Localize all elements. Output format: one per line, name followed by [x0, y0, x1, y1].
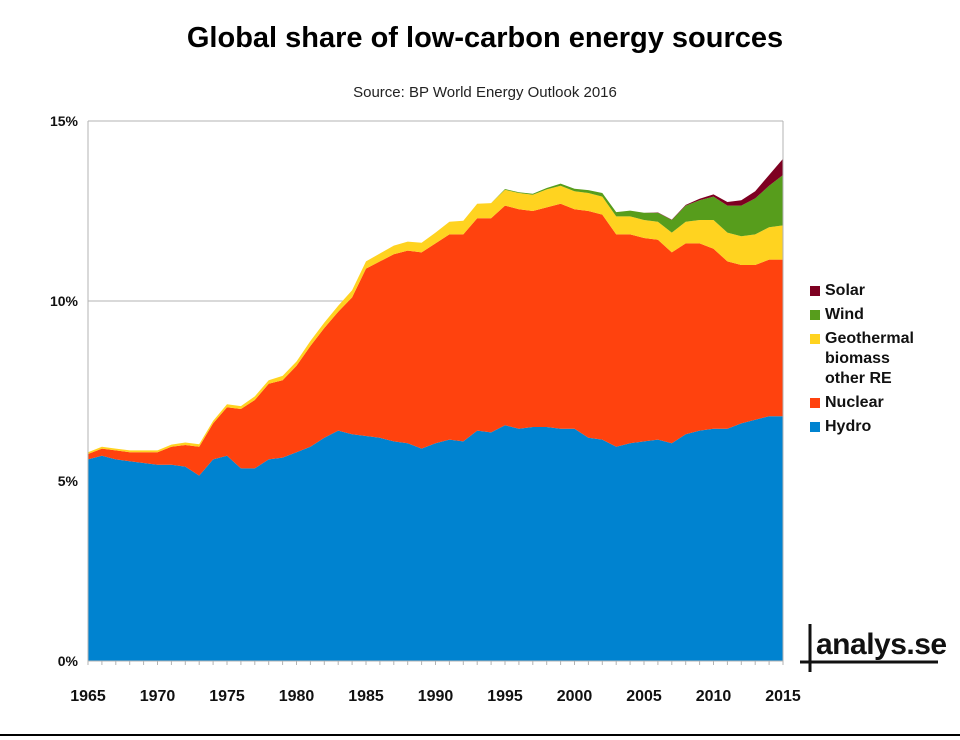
y-tick-label: 0% — [58, 653, 79, 669]
x-tick-labels: 1965 1970 1975 1980 1985 1990 1995 2000 2005 2010… — [70, 688, 801, 705]
legend-label: Geothermal biomass other RE — [825, 330, 914, 387]
legend-item-hydro: Hydro — [810, 417, 914, 437]
y-tick-labels: 0% 5% 10% 15% — [50, 113, 79, 669]
y-tick-label: 10% — [50, 293, 79, 309]
x-tick-label: 1995 — [487, 688, 523, 705]
legend-label: Nuclear — [825, 394, 884, 411]
area-nuclear — [88, 203, 783, 476]
x-tick-label: 1965 — [70, 688, 106, 705]
analys-logo-text: analys.se — [816, 628, 947, 661]
x-tick-label: 1970 — [140, 688, 176, 705]
y-tick-label: 15% — [50, 113, 79, 129]
x-tick-label: 2015 — [765, 688, 801, 705]
legend-swatch — [810, 286, 820, 296]
legend-swatch — [810, 310, 820, 320]
chart-legend: Solar Wind Geothermal biomass other RE Nucl… — [810, 281, 914, 441]
legend-item-solar: Solar — [810, 281, 914, 301]
area-wind — [88, 175, 783, 453]
analys-logo-mark — [800, 624, 938, 672]
legend-swatch — [810, 422, 820, 432]
x-tick-label: 2010 — [696, 688, 732, 705]
area-geothermal — [88, 185, 783, 455]
legend-label: Solar — [825, 282, 866, 299]
x-tick-label: 1980 — [279, 688, 315, 705]
x-tick-label: 2000 — [557, 688, 593, 705]
bottom-rule — [0, 734, 960, 736]
chart-title: Global share of low-carbon energy source… — [186, 22, 784, 54]
legend-item-wind: Wind — [810, 305, 914, 325]
legend-label: Hydro — [825, 418, 872, 435]
x-tick-label: 1990 — [418, 688, 454, 705]
x-tick-label: 1975 — [209, 688, 245, 705]
x-tick-label: 2005 — [626, 688, 662, 705]
legend-swatch — [810, 398, 820, 408]
legend-label: Wind — [825, 306, 864, 323]
legend-item-nuclear: Nuclear — [810, 393, 914, 413]
x-tick-label: 1985 — [348, 688, 384, 705]
chart-subtitle: Source: BP World Energy Outlook 2016 — [353, 84, 617, 101]
y-tick-label: 5% — [58, 473, 79, 489]
axes — [87, 121, 784, 665]
legend-swatch — [810, 334, 820, 344]
area-series — [88, 158, 783, 661]
legend-item-geothermal: Geothermal biomass other RE — [810, 329, 914, 389]
area-hydro — [88, 416, 783, 661]
